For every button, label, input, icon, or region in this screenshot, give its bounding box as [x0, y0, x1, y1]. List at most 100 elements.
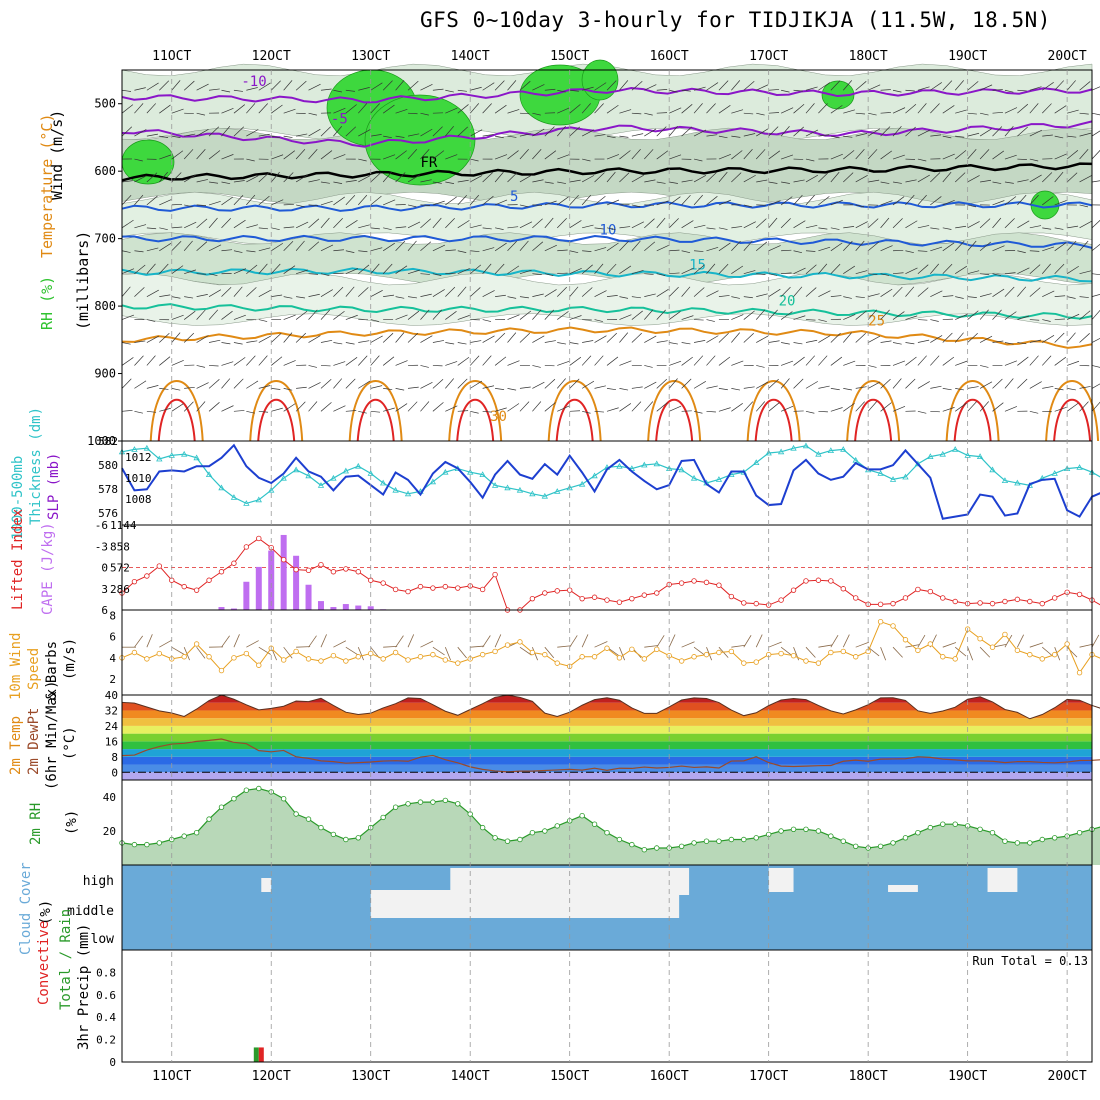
wind-barb — [830, 227, 840, 230]
thickness-line-point — [715, 476, 723, 482]
wind-barb — [383, 154, 396, 160]
wind-barb — [134, 287, 145, 297]
wind-barb — [668, 218, 679, 229]
wind-barb — [233, 268, 247, 275]
wind-barb — [880, 200, 893, 206]
wind-barb — [1066, 332, 1076, 343]
wind-barb — [880, 273, 890, 276]
ylabel-minmax: (6hr Min/Max) — [44, 680, 60, 790]
rh2m-line-point — [343, 836, 349, 843]
wind-barb — [544, 340, 556, 343]
wind10-line-point — [131, 649, 138, 656]
lifted-index-line-point — [231, 560, 237, 566]
wind-barb — [519, 174, 532, 183]
wind-barb — [320, 200, 333, 206]
wind-barb — [395, 388, 405, 391]
wind-barb — [1054, 200, 1067, 206]
wind-barb — [246, 87, 258, 91]
wind10-line-point — [1027, 651, 1033, 658]
panel-frame — [121, 949, 1093, 1063]
wind-barb — [445, 249, 456, 252]
wind-barb — [557, 405, 570, 412]
wind-barb — [519, 386, 531, 389]
wind-barb — [209, 365, 219, 367]
wind-barb — [432, 244, 446, 252]
wind-barb — [582, 86, 594, 91]
thickness-line-point — [193, 454, 200, 461]
rh2m-line-point — [430, 799, 436, 805]
wind-barb — [420, 149, 430, 160]
wind10-line-point — [318, 658, 324, 664]
wind-barb — [333, 342, 343, 345]
wind-barb — [1067, 296, 1076, 299]
wind-barb — [196, 83, 209, 91]
wind-barb — [208, 217, 218, 229]
wind-barb — [569, 194, 579, 206]
wind-barb — [892, 405, 906, 412]
wind-barb — [930, 103, 940, 114]
wind-barb — [805, 224, 818, 229]
wind10-line-point — [144, 656, 150, 662]
wind-barb — [594, 103, 604, 114]
wind-barb — [706, 196, 718, 206]
wind-barb — [196, 401, 206, 412]
wind-barb — [233, 314, 246, 320]
wind-barb — [781, 272, 792, 275]
wind-barb — [930, 227, 940, 230]
wind-barb — [656, 244, 669, 252]
ylabel-wind: Wind (m/s) — [48, 110, 66, 200]
rh2m-line-point — [591, 821, 598, 827]
ylabel-cape: CAPE (J/kg) — [40, 522, 56, 615]
wind-barb — [942, 295, 954, 297]
ylabel-rh2m-units: (%) — [64, 810, 80, 835]
wind-barb — [631, 332, 642, 343]
wind-barb — [1079, 296, 1089, 298]
wind-barb — [121, 409, 133, 412]
lifted-index-line-point — [641, 592, 648, 598]
rh2m-line-point — [1014, 840, 1021, 846]
wind-barb — [407, 401, 418, 412]
wind-barb — [917, 129, 931, 137]
wind-barb — [1017, 179, 1029, 183]
wind10-line-point — [355, 654, 361, 660]
wind-barb — [1042, 134, 1053, 137]
temp-color-band — [122, 718, 1092, 726]
wind-barb — [407, 332, 419, 343]
wind-barb — [345, 180, 357, 183]
wind-barb — [693, 194, 703, 206]
wind-barb — [805, 339, 818, 343]
wind-barb — [731, 150, 743, 160]
wind-barb — [258, 319, 268, 322]
wind-barb — [445, 181, 455, 184]
wind10-barb — [768, 641, 782, 648]
wind10-barb — [780, 646, 793, 657]
wind-barb — [494, 407, 507, 412]
wind-barb — [1054, 332, 1065, 343]
wind-barb — [1004, 378, 1014, 389]
cloud-block — [888, 885, 918, 892]
wind-barb — [755, 401, 766, 412]
wind-barb — [519, 269, 532, 275]
wind-barb — [209, 181, 219, 184]
wind10-barb — [855, 641, 869, 648]
wind-barb — [681, 356, 693, 366]
wind10-barb — [432, 646, 445, 656]
cloud-block — [987, 868, 1018, 892]
wind-barb — [544, 402, 556, 412]
wind-barb — [1029, 158, 1039, 162]
wind-barb — [358, 87, 370, 91]
wind-barb — [271, 104, 283, 114]
wind-barb — [569, 104, 581, 114]
wind-barb — [818, 246, 831, 252]
wind-barb — [345, 357, 358, 366]
ylabel-slp: SLP (mb) — [46, 453, 62, 520]
wind-barb — [345, 268, 358, 275]
thickness-line-point — [292, 466, 300, 473]
wind10-line-point — [1051, 651, 1058, 658]
ytick-label: 2 — [109, 673, 116, 686]
wind-barb — [1091, 401, 1100, 412]
wind-barb — [805, 158, 815, 162]
wind-barb — [942, 407, 955, 412]
wind-barb — [569, 378, 580, 389]
wind-barb — [843, 296, 852, 299]
